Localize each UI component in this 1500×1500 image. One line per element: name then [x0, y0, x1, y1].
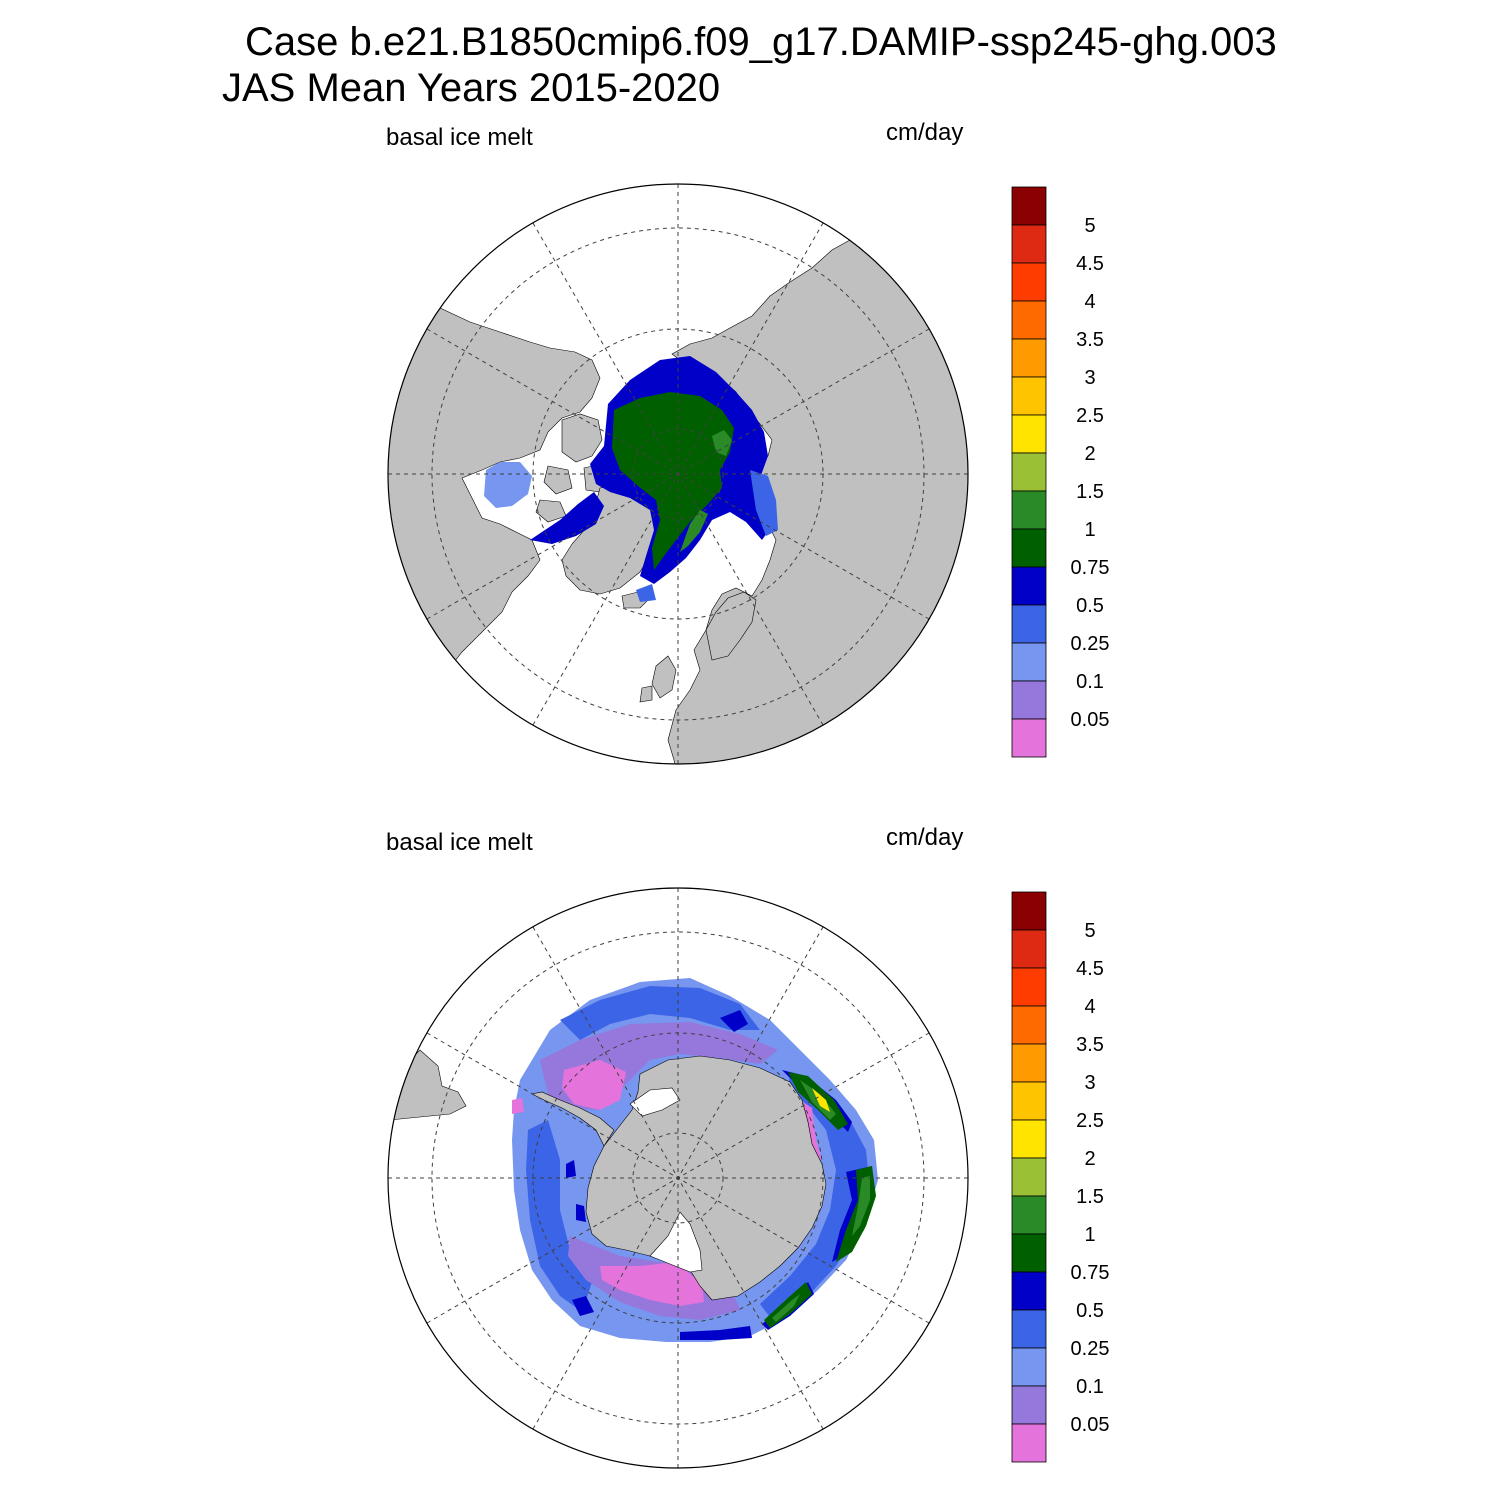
south-colorbar-box	[1011, 1309, 1047, 1349]
north-colorbar-box	[1011, 566, 1047, 606]
north-colorbar-box	[1011, 414, 1047, 454]
south-colorbar-tick-label: 0.1	[1076, 1376, 1104, 1398]
north-colorbar-box	[1011, 528, 1047, 568]
south-colorbar-box	[1011, 967, 1047, 1007]
north-colorbar-box	[1011, 262, 1047, 302]
south-colorbar: 5 4.5 4 3.5 3 2.5 2 1.5 1 0.75 0.5 0.25 0.1 0.05	[1011, 891, 1110, 1463]
north-colorbar-tick-label: 0.05	[1071, 709, 1110, 731]
southern-melt-yellow-streak	[812, 1088, 830, 1112]
south-colorbar-box	[1011, 1423, 1047, 1463]
north-colorbar-box	[1011, 680, 1047, 720]
north-map-border	[387, 183, 969, 765]
south-colorbar-tick-label: 4.5	[1076, 958, 1104, 980]
south-colorbar-box	[1011, 1385, 1047, 1425]
south-colorbar-box	[1011, 1157, 1047, 1197]
south-graticule	[388, 888, 968, 1468]
north-colorbar-box	[1011, 452, 1047, 492]
arctic-melt-blue-straits	[530, 492, 604, 544]
south-colorbar-box	[1011, 1233, 1047, 1273]
north-colorbar: 5 4.5 4 3.5 3 2.5 2 1.5 1 0.75 0.5 0.25 0.1 0.05	[1011, 186, 1110, 758]
south-colorbar-tick-label: 5	[1084, 920, 1095, 942]
south-units-label: cm/day	[886, 824, 964, 851]
north-colorbar-box	[1011, 718, 1047, 758]
antarctica-landmass	[585, 1055, 827, 1301]
south-colorbar-box	[1011, 1195, 1047, 1235]
south-colorbar-box	[1011, 1005, 1047, 1045]
north-colorbar-tick-label: 4	[1084, 291, 1095, 313]
south-colorbar-tick-label: 0.75	[1071, 1262, 1110, 1284]
southern-melt-mid-blue-east	[760, 1074, 870, 1320]
north-colorbar-tick-label: 1	[1084, 519, 1095, 541]
north-colorbar-tick-label: 2	[1084, 443, 1095, 465]
south-colorbar-tick-label: 4	[1084, 996, 1095, 1018]
north-colorbar-box	[1011, 300, 1047, 340]
north-colorbar-tick-label: 1.5	[1076, 481, 1104, 503]
north-america-landmass	[388, 307, 601, 701]
south-colorbar-tick-label: 3.5	[1076, 1034, 1104, 1056]
south-colorbar-box	[1011, 1347, 1047, 1387]
north-colorbar-tick-label: 0.25	[1071, 633, 1110, 655]
south-colorbar-tick-label: 2	[1084, 1148, 1095, 1170]
south-colorbar-box	[1011, 1081, 1047, 1121]
north-colorbar-tick-label: 4.5	[1076, 253, 1104, 275]
arctic-melt-mid-blue	[636, 470, 778, 602]
south-colorbar-box	[1011, 1271, 1047, 1311]
north-colorbar-tick-label: 3.5	[1076, 329, 1104, 351]
south-colorbar-box	[1011, 891, 1047, 931]
south-variable-label: basal ice melt	[386, 829, 533, 856]
south-colorbar-tick-label: 3	[1084, 1072, 1095, 1094]
north-colorbar-box	[1011, 224, 1047, 264]
south-map-border	[387, 887, 969, 1469]
north-colorbar-tick-label: 0.75	[1071, 557, 1110, 579]
north-colorbar-box	[1011, 604, 1047, 644]
southern-melt-mid-blue-north	[560, 986, 760, 1040]
north-colorbar-tick-label: 2.5	[1076, 405, 1104, 427]
figure-title-season: JAS Mean Years 2015-2020	[222, 66, 721, 110]
north-colorbar-box	[1011, 338, 1047, 378]
scandinavia-landmass	[705, 591, 757, 661]
antarctic-peninsula	[531, 1091, 615, 1147]
north-graticule	[388, 184, 968, 764]
north-colorbar-tick-label: 3	[1084, 367, 1095, 389]
north-units-label: cm/day	[886, 119, 964, 146]
arctic-melt-green-streak	[680, 430, 732, 552]
south-polar-map	[387, 887, 969, 1469]
south-colorbar-box	[1011, 1043, 1047, 1083]
south-colorbar-box	[1011, 929, 1047, 969]
south-colorbar-tick-label: 2.5	[1076, 1110, 1104, 1132]
ross-ice-shelf	[649, 1211, 703, 1273]
figure-title-case: Case b.e21.B1850cmip6.f09_g17.DAMIP-ssp2…	[245, 20, 1277, 64]
south-colorbar-tick-label: 1.5	[1076, 1186, 1104, 1208]
south-colorbar-tick-label: 1	[1084, 1224, 1095, 1246]
north-colorbar-box	[1011, 490, 1047, 530]
north-colorbar-tick-label: 0.1	[1076, 671, 1104, 693]
south-colorbar-tick-label: 0.05	[1071, 1414, 1110, 1436]
north-colorbar-box	[1011, 642, 1047, 682]
north-colorbar-box	[1011, 186, 1047, 226]
north-colorbar-tick-label: 5	[1084, 215, 1095, 237]
north-polar-map	[387, 183, 969, 765]
north-variable-label: basal ice melt	[386, 124, 533, 151]
north-colorbar-tick-label: 0.5	[1076, 595, 1104, 617]
arctic-melt-dark-green	[612, 392, 734, 570]
north-colorbar-box	[1011, 376, 1047, 416]
south-colorbar-box	[1011, 1119, 1047, 1159]
british-isles-landmass	[639, 655, 677, 703]
south-colorbar-tick-label: 0.5	[1076, 1300, 1104, 1322]
south-colorbar-tick-label: 0.25	[1071, 1338, 1110, 1360]
